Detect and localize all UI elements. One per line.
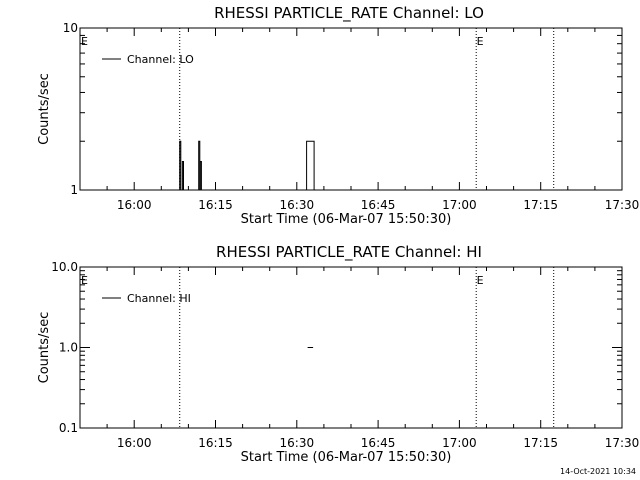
series-line [181, 161, 184, 190]
y-tick-label: 1 [70, 183, 78, 197]
footer-timestamp: 14-Oct-2021 10:34 [560, 467, 636, 476]
x-tick-label: 17:15 [523, 436, 558, 450]
x-tick-label: 17:00 [442, 436, 477, 450]
series-line [199, 161, 202, 190]
series-line [306, 140, 315, 190]
chart-panel-hi: RHESSI PARTICLE_RATE Channel: HI 16:00 16:… [37, 243, 639, 465]
x-tick-label: 16:45 [361, 198, 396, 212]
x-tick-label: 16:00 [117, 198, 152, 212]
series-line [179, 140, 182, 190]
event-marker-label: E [81, 35, 88, 48]
x-tick-label: 17:15 [523, 198, 558, 212]
y-axis-label: Counts/sec [37, 312, 52, 384]
event-marker-label: E [81, 274, 88, 287]
x-tick-label: 16:15 [198, 198, 233, 212]
legend-label: Channel: LO [127, 53, 194, 66]
y-tick-label: 10 [63, 21, 78, 35]
x-tick-label: 17:30 [605, 198, 640, 212]
x-tick-label: 16:30 [280, 436, 315, 450]
y-tick-label: 0.1 [59, 421, 78, 435]
x-tick-label: 16:30 [280, 198, 315, 212]
series-line [198, 140, 201, 190]
x-axis-label: Start Time (06-Mar-07 15:50:30) [241, 450, 452, 465]
legend-label: Channel: HI [127, 292, 191, 305]
x-tick-label: 17:30 [605, 436, 640, 450]
event-marker-label: E [477, 35, 484, 48]
chart-title: RHESSI PARTICLE_RATE Channel: LO [214, 4, 484, 23]
y-tick-label: 10.0 [51, 260, 78, 274]
chart-panel-lo: RHESSI PARTICLE_RATE Channel: LO 16:00 16:… [37, 4, 639, 227]
x-axis-label: Start Time (06-Mar-07 15:50:30) [241, 212, 452, 227]
y-tick-label: 1.0 [59, 341, 78, 355]
x-tick-label: 16:45 [361, 436, 396, 450]
x-tick-label: 16:15 [198, 436, 233, 450]
x-tick-label: 16:00 [117, 436, 152, 450]
y-axis-label: Counts/sec [37, 73, 52, 145]
event-marker-label: E [477, 274, 484, 287]
chart-title: RHESSI PARTICLE_RATE Channel: HI [216, 243, 482, 262]
x-tick-label: 17:00 [442, 198, 477, 212]
